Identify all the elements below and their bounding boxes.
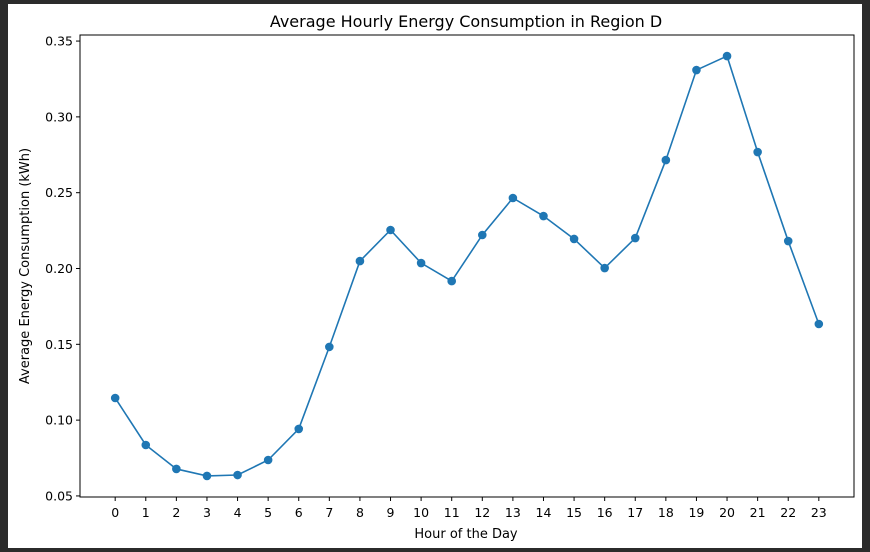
x-tick-label: 20 xyxy=(719,505,735,520)
x-tick-label: 14 xyxy=(536,505,552,520)
x-tick-label: 18 xyxy=(658,505,674,520)
figure-panel xyxy=(8,4,862,548)
data-point xyxy=(661,155,671,165)
x-tick-label: 3 xyxy=(203,505,211,520)
series-line-group xyxy=(110,51,824,481)
data-point xyxy=(692,65,701,75)
x-tick-label: 10 xyxy=(413,505,429,520)
data-point xyxy=(233,470,242,480)
x-tick-label: 19 xyxy=(688,505,704,520)
x-tick-label: 16 xyxy=(597,505,613,520)
data-point xyxy=(294,424,304,434)
x-tick-label: 21 xyxy=(750,505,766,520)
data-point xyxy=(386,225,395,235)
x-tick-label: 0 xyxy=(111,505,119,520)
data-point xyxy=(202,471,212,481)
data-point xyxy=(263,455,273,465)
data-point xyxy=(600,263,609,273)
x-tick-label: 1 xyxy=(142,505,150,520)
data-point xyxy=(630,233,640,243)
x-tick-label: 6 xyxy=(295,505,303,520)
data-point xyxy=(783,236,793,246)
y-tick-label: 0.10 xyxy=(45,413,73,428)
chart-title: Average Hourly Energy Consumption in Reg… xyxy=(270,12,662,31)
data-point xyxy=(722,51,732,61)
x-tick-label: 4 xyxy=(234,505,242,520)
y-axis: 0.05 0.10 0.15 0.20 0.25 0.30 0.35 xyxy=(45,34,80,503)
data-point xyxy=(539,211,548,221)
y-tick-label: 0.35 xyxy=(45,34,73,49)
x-axis-label: Hour of the Day xyxy=(414,527,518,542)
x-tick-label: 9 xyxy=(387,505,395,520)
x-tick-label: 12 xyxy=(474,505,490,520)
y-tick-label: 0.15 xyxy=(45,337,73,352)
data-point xyxy=(814,319,824,329)
data-point xyxy=(172,464,181,474)
x-tick-label: 17 xyxy=(627,505,643,520)
x-tick-label: 22 xyxy=(780,505,796,520)
x-tick-label: 7 xyxy=(325,505,333,520)
data-point xyxy=(447,276,457,286)
x-tick-label: 11 xyxy=(444,505,460,520)
plot-frame xyxy=(79,34,855,498)
x-tick-label: 23 xyxy=(811,505,827,520)
data-point xyxy=(477,230,487,240)
x-axis: 0 1 2 3 4 5 6 7 8 9 10 11 12 13 14 15 16 17 18 19 20 21 22 23 xyxy=(111,497,827,520)
data-point xyxy=(141,440,151,450)
y-tick-label: 0.30 xyxy=(45,109,73,124)
data-point xyxy=(325,342,334,352)
data-point xyxy=(569,234,579,244)
x-tick-label: 8 xyxy=(356,505,364,520)
x-tick-label: 15 xyxy=(566,505,582,520)
series-line xyxy=(114,54,820,477)
y-axis-label: Average Energy Consumption (kWh) xyxy=(18,148,33,384)
x-tick-label: 5 xyxy=(264,505,272,520)
x-tick-label: 13 xyxy=(505,505,521,520)
y-tick-label: 0.25 xyxy=(45,185,73,200)
x-tick-label: 2 xyxy=(172,505,180,520)
y-tick-label: 0.05 xyxy=(45,488,73,503)
y-tick-label: 0.20 xyxy=(45,261,73,276)
data-point xyxy=(508,193,518,203)
data-point xyxy=(355,256,365,266)
data-point xyxy=(753,147,762,157)
data-point xyxy=(416,258,426,268)
data-point xyxy=(110,393,120,403)
